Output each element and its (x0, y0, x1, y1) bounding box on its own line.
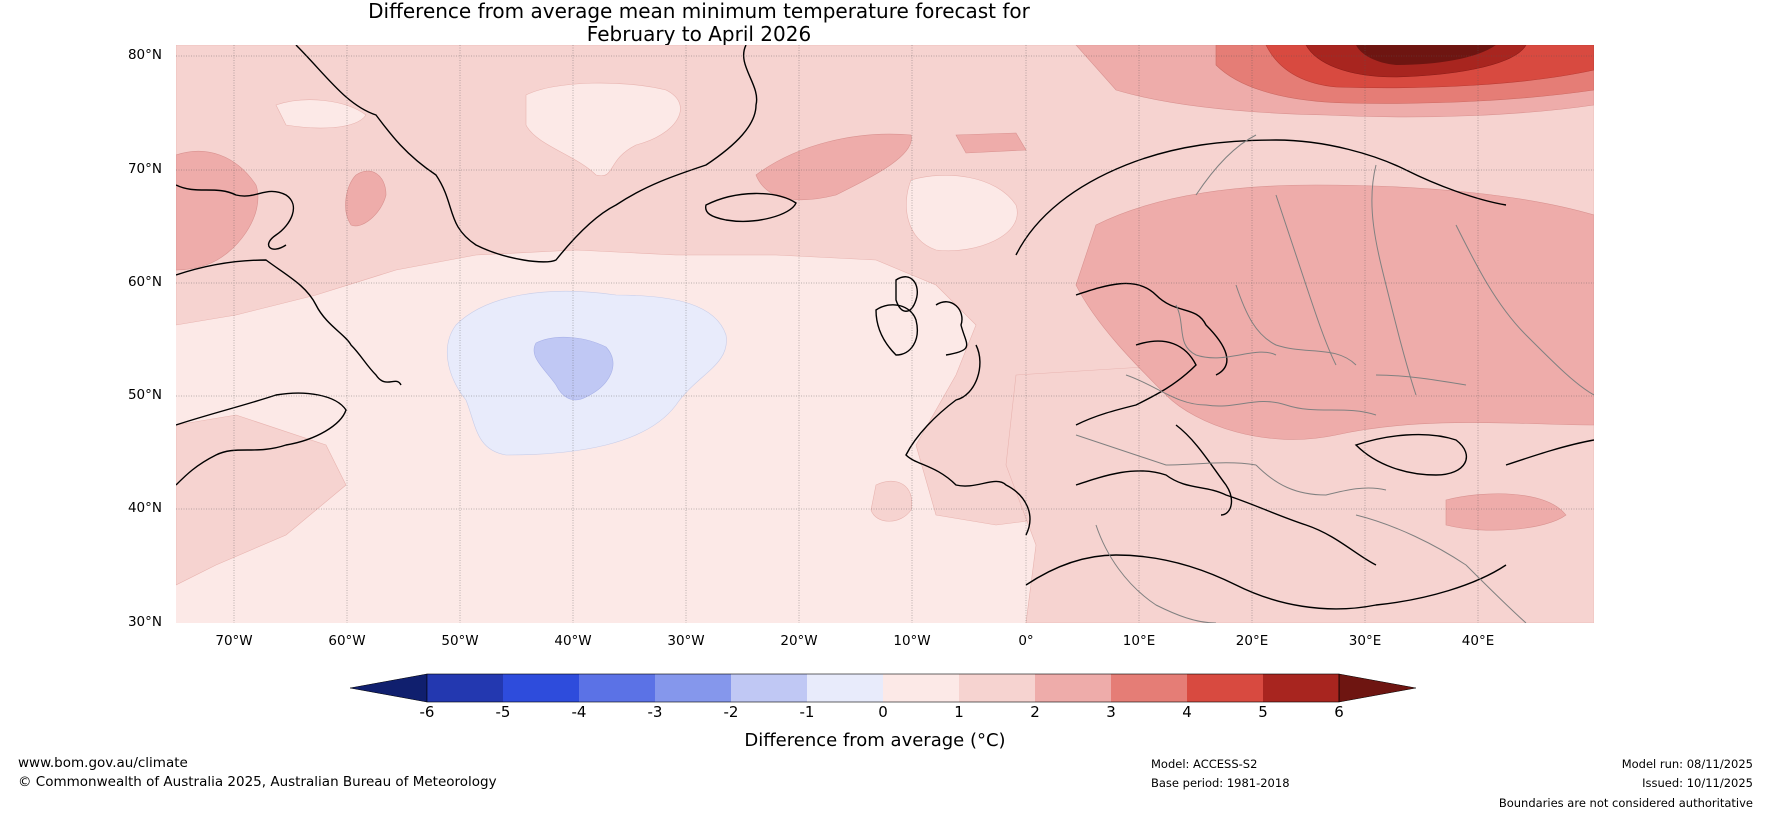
lon-label-0: 0° (1018, 633, 1034, 649)
colorbar-tick-label: -6 (419, 703, 435, 721)
colorbar-tick-label: -3 (647, 703, 663, 721)
anomaly-region-0to1-iberia-sw (870, 480, 913, 522)
lon-label-70w: 70°W (215, 633, 253, 649)
base-period: Base period: 1981-2018 (1151, 776, 1290, 790)
boundaries-disclaimer: Boundaries are not considered authoritat… (1498, 796, 1753, 810)
anomaly-region-minus2to-minus1-atlantic (533, 336, 614, 401)
anomaly-region-2to3-baffin (345, 170, 387, 227)
model-name: Model: ACCESS-S2 (1151, 757, 1258, 771)
model-run-date: Model run: 08/11/2025 (1621, 757, 1753, 771)
colorbar-tick-label: 3 (1106, 703, 1116, 721)
colorbar-bin (1187, 674, 1263, 702)
colorbar-bin (1263, 674, 1339, 702)
anomaly-region-0to1-norwegian-sea (906, 175, 1018, 252)
lon-label-10e: 10°E (1122, 633, 1156, 649)
anomaly-region-2to3-scandinavia (1075, 184, 1594, 440)
colorbar-bin (1111, 674, 1187, 702)
colorbar-extend-low (350, 673, 428, 703)
colorbar-tick-label: 1 (954, 703, 964, 721)
map-title: Difference from average mean minimum tem… (0, 0, 1399, 46)
colorbar-bin (655, 674, 731, 702)
anomaly-region-2to3-labrador (176, 151, 259, 271)
colorbar-tick-label: 6 (1334, 703, 1344, 721)
colorbar-bin (959, 674, 1035, 702)
colorbar-tick-label: -1 (799, 703, 815, 721)
colorbar-bin (503, 674, 579, 702)
colorbar-frame (426, 673, 1340, 703)
colorbar-tick-label: -4 (571, 703, 587, 721)
copyright-text: © Commonwealth of Australia 2025, Austra… (18, 774, 497, 790)
lon-label-50w: 50°W (441, 633, 479, 649)
colorbar-tick-label: -2 (723, 703, 739, 721)
colorbar-tick-label: 5 (1258, 703, 1268, 721)
colorbar-tick-label: 4 (1182, 703, 1192, 721)
lon-label-30w: 30°W (667, 633, 705, 649)
colorbar-bin (883, 674, 959, 702)
lat-label-70n: 70°N (127, 161, 162, 177)
lat-label-40n: 40°N (127, 500, 162, 516)
lon-label-10w: 10°W (893, 633, 931, 649)
colorbar-tick-label: 2 (1030, 703, 1040, 721)
forecast-map (176, 45, 1594, 623)
lat-label-60n: 60°N (127, 274, 162, 290)
colorbar-tick-label: 0 (878, 703, 888, 721)
coastlines (176, 45, 1594, 610)
lat-label-80n: 80°N (127, 47, 162, 63)
anomaly-region-0to1-labrador (275, 99, 367, 129)
issued-date: Issued: 10/11/2025 (1642, 776, 1753, 790)
lon-label-20e: 20°E (1235, 633, 1269, 649)
country-borders (1075, 134, 1594, 623)
colorbar (350, 673, 1417, 703)
anomaly-region-2to3-iceland-sea (755, 133, 912, 201)
anomaly-region-2to3-jan-mayen (955, 132, 1027, 154)
colorbar-bin (807, 674, 883, 702)
colorbar-bin (427, 674, 503, 702)
colorbar-extend-high (1338, 673, 1417, 703)
lat-label-50n: 50°N (127, 387, 162, 403)
lat-label-30n: 30°N (127, 614, 162, 630)
anomaly-region-1to2-west (176, 414, 347, 586)
lon-label-20w: 20°W (780, 633, 818, 649)
title-line-2: February to April 2026 (586, 22, 812, 46)
anomaly-region-0to1-greenland-sea (525, 82, 681, 177)
colorbar-label: Difference from average (°C) (744, 730, 1006, 751)
lon-label-30e: 30°E (1348, 633, 1382, 649)
colorbar-tick-label: -5 (495, 703, 511, 721)
colorbar-bin (1035, 674, 1111, 702)
colorbar-bin (579, 674, 655, 702)
colorbar-bin (731, 674, 807, 702)
website-link[interactable]: www.bom.gov.au/climate (18, 755, 188, 771)
anomaly-region-6plus-barents (1356, 45, 1496, 65)
title-line-1: Difference from average mean minimum tem… (368, 0, 1030, 23)
lon-label-40e: 40°E (1461, 633, 1495, 649)
lon-label-40w: 40°W (554, 633, 592, 649)
lon-label-60w: 60°W (328, 633, 366, 649)
anomaly-region-2to3-black-sea (1445, 493, 1567, 531)
